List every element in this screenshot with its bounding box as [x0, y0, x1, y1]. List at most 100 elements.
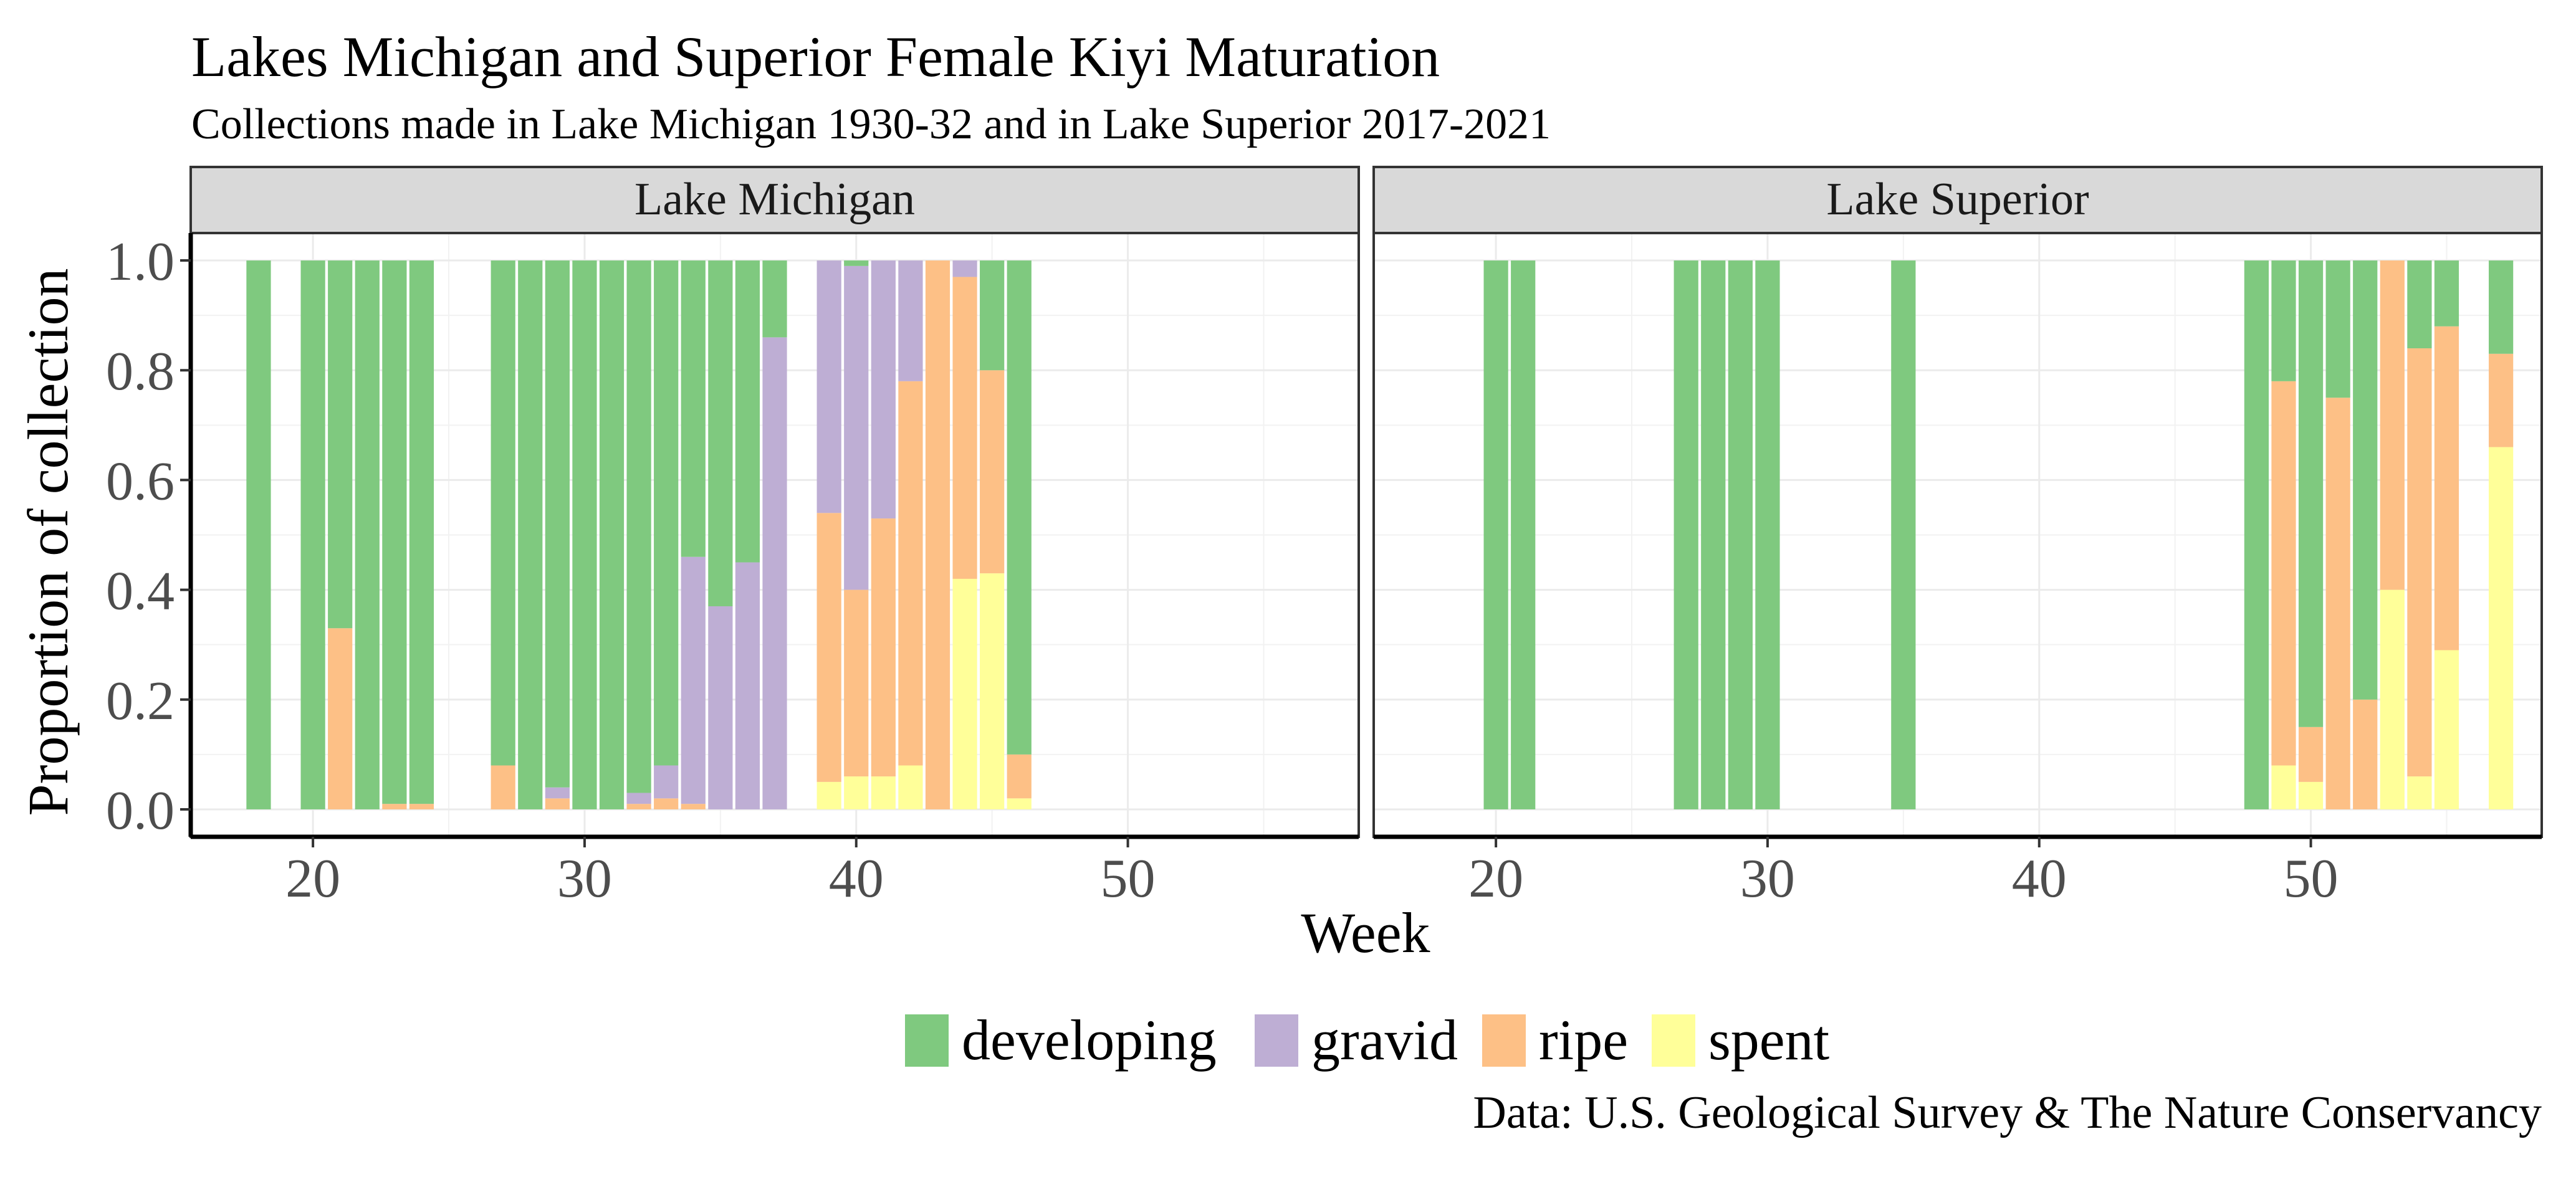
bar-segment-spent-week-57 [2489, 447, 2514, 809]
bar-segment-developing-week-28 [518, 260, 543, 809]
x-tick-label: 50 [1101, 849, 1156, 909]
bar-segment-developing-week-55 [2434, 260, 2459, 326]
bar-segment-gravid-week-42 [898, 260, 923, 381]
strip-label: Lake Superior [1826, 174, 2089, 225]
bar-segment-spent-week-41 [871, 776, 896, 809]
x-tick-label: 40 [829, 849, 884, 909]
strip-label: Lake Michigan [634, 174, 915, 225]
bar-segment-developing-week-50 [2298, 260, 2324, 727]
bar-segment-ripe-week-21 [328, 628, 353, 809]
bar-segment-developing-week-30 [572, 260, 597, 809]
bar-segment-developing-week-20 [300, 260, 325, 809]
bar-segment-spent-week-50 [2298, 781, 2324, 809]
bar-segment-spent-week-45 [980, 573, 1005, 809]
panel-lake-michigan: Lake Michigan 20 30 40 50 0.0 0.2 0.4 0.6 0.8 1.0 [106, 166, 1360, 909]
bar-segment-developing-week-29 [1728, 260, 1753, 809]
x-tick-label: 30 [557, 849, 612, 909]
y-tick-label: 0.6 [106, 451, 175, 512]
x-tick-label: 40 [2012, 849, 2067, 909]
bar-segment-gravid-week-44 [952, 260, 977, 277]
bar-segment-developing-week-28 [1701, 260, 1726, 809]
bar-segment-developing-week-34 [681, 260, 706, 557]
bar-segment-spent-week-39 [816, 781, 841, 809]
bar-segment-ripe-week-49 [2271, 381, 2296, 766]
bar-segment-ripe-week-43 [925, 260, 950, 809]
bar-segment-ripe-week-55 [2434, 326, 2459, 650]
bar-segment-developing-week-45 [980, 260, 1005, 371]
x-tick-label: 50 [2284, 849, 2339, 909]
bar-segment-developing-week-27 [1673, 260, 1698, 809]
bar-segment-spent-week-55 [2434, 650, 2459, 809]
bar-segment-ripe-week-45 [980, 370, 1005, 574]
bar-segment-ripe-week-44 [952, 277, 977, 579]
x-tick-label: 20 [1468, 849, 1523, 909]
bar-segment-gravid-week-39 [816, 260, 841, 513]
legend-item-developing: developing [905, 1008, 1217, 1072]
bar-segment-developing-week-52 [2353, 260, 2378, 700]
bar-segment-ripe-week-29 [545, 798, 570, 809]
bar-segment-developing-week-22 [355, 260, 380, 809]
strip-background [189, 166, 1360, 234]
bar-segment-developing-week-20 [1483, 260, 1508, 809]
bar-segment-developing-week-33 [654, 260, 679, 766]
bar-segment-developing-week-18 [246, 260, 271, 809]
chart-subtitle: Collections made in Lake Michigan 1930-3… [191, 100, 1551, 148]
bar-segment-ripe-week-51 [2325, 398, 2350, 809]
bar-segment-ripe-week-46 [1007, 754, 1032, 799]
bar-segment-developing-week-48 [2244, 260, 2269, 809]
bar-segment-developing-week-24 [409, 260, 434, 804]
legend-label: spent [1708, 1008, 1830, 1072]
chart-caption: Data: U.S. Geological Survey & The Natur… [1473, 1087, 2542, 1138]
y-axis-label: Proportion of collection [16, 269, 80, 816]
bar-segment-developing-week-46 [1007, 260, 1032, 755]
bar-segment-spent-week-49 [2271, 765, 2296, 809]
bar-segment-gravid-week-36 [735, 562, 760, 809]
bar-segment-developing-week-21 [328, 260, 353, 629]
legend-swatch-developing [905, 1014, 949, 1067]
bar-segment-developing-week-27 [491, 260, 515, 766]
bar-segment-developing-week-23 [382, 260, 407, 804]
legend-swatch-ripe [1482, 1014, 1526, 1067]
bar-segment-spent-week-54 [2407, 776, 2432, 809]
bar-segment-spent-week-46 [1007, 798, 1032, 809]
bar-segment-ripe-week-54 [2407, 348, 2432, 777]
bar-segment-gravid-week-40 [844, 265, 869, 590]
bar-segment-ripe-week-32 [626, 804, 651, 809]
bar-segment-ripe-week-57 [2489, 353, 2514, 447]
legend-item-gravid: gravid [1255, 1008, 1458, 1072]
bar-segment-ripe-week-53 [2380, 260, 2405, 590]
chart-title: Lakes Michigan and Superior Female Kiyi … [191, 25, 1440, 88]
bar-segment-spent-week-42 [898, 765, 923, 809]
bar-segment-ripe-week-34 [681, 804, 706, 809]
legend: developing gravid ripe spent [905, 1008, 1830, 1072]
bar-segment-ripe-week-42 [898, 381, 923, 766]
bar-segment-developing-week-40 [844, 260, 869, 266]
x-tick-label: 30 [1740, 849, 1795, 909]
bar-segment-developing-week-36 [735, 260, 760, 563]
bar-segment-ripe-week-23 [382, 804, 407, 809]
bar-segment-spent-week-40 [844, 776, 869, 809]
strip-background [1372, 166, 2543, 234]
bar-segment-ripe-week-40 [844, 589, 869, 777]
bar-segment-gravid-week-34 [681, 556, 706, 804]
bar-segment-gravid-week-41 [871, 260, 896, 519]
y-tick-label: 0.2 [106, 671, 175, 731]
bar-segment-ripe-week-33 [654, 798, 679, 809]
bar-segment-developing-week-32 [626, 260, 651, 793]
legend-label: ripe [1539, 1008, 1628, 1072]
legend-swatch-spent [1652, 1014, 1695, 1067]
bar-segment-developing-week-51 [2325, 260, 2350, 398]
bar-segment-gravid-week-29 [545, 787, 570, 799]
bar-segment-gravid-week-35 [708, 606, 733, 809]
bar-segment-developing-week-37 [762, 260, 787, 338]
bar-segment-developing-week-54 [2407, 260, 2432, 348]
bar-segment-ripe-week-24 [409, 804, 434, 809]
bar-segment-developing-week-31 [599, 260, 625, 809]
bar-segment-developing-week-30 [1755, 260, 1780, 809]
x-tick-label: 20 [285, 849, 340, 909]
y-tick-label: 1.0 [106, 232, 175, 292]
legend-item-ripe: ripe [1482, 1008, 1628, 1072]
panel-lake-superior: Lake Superior 20 30 40 50 [1372, 166, 2543, 909]
